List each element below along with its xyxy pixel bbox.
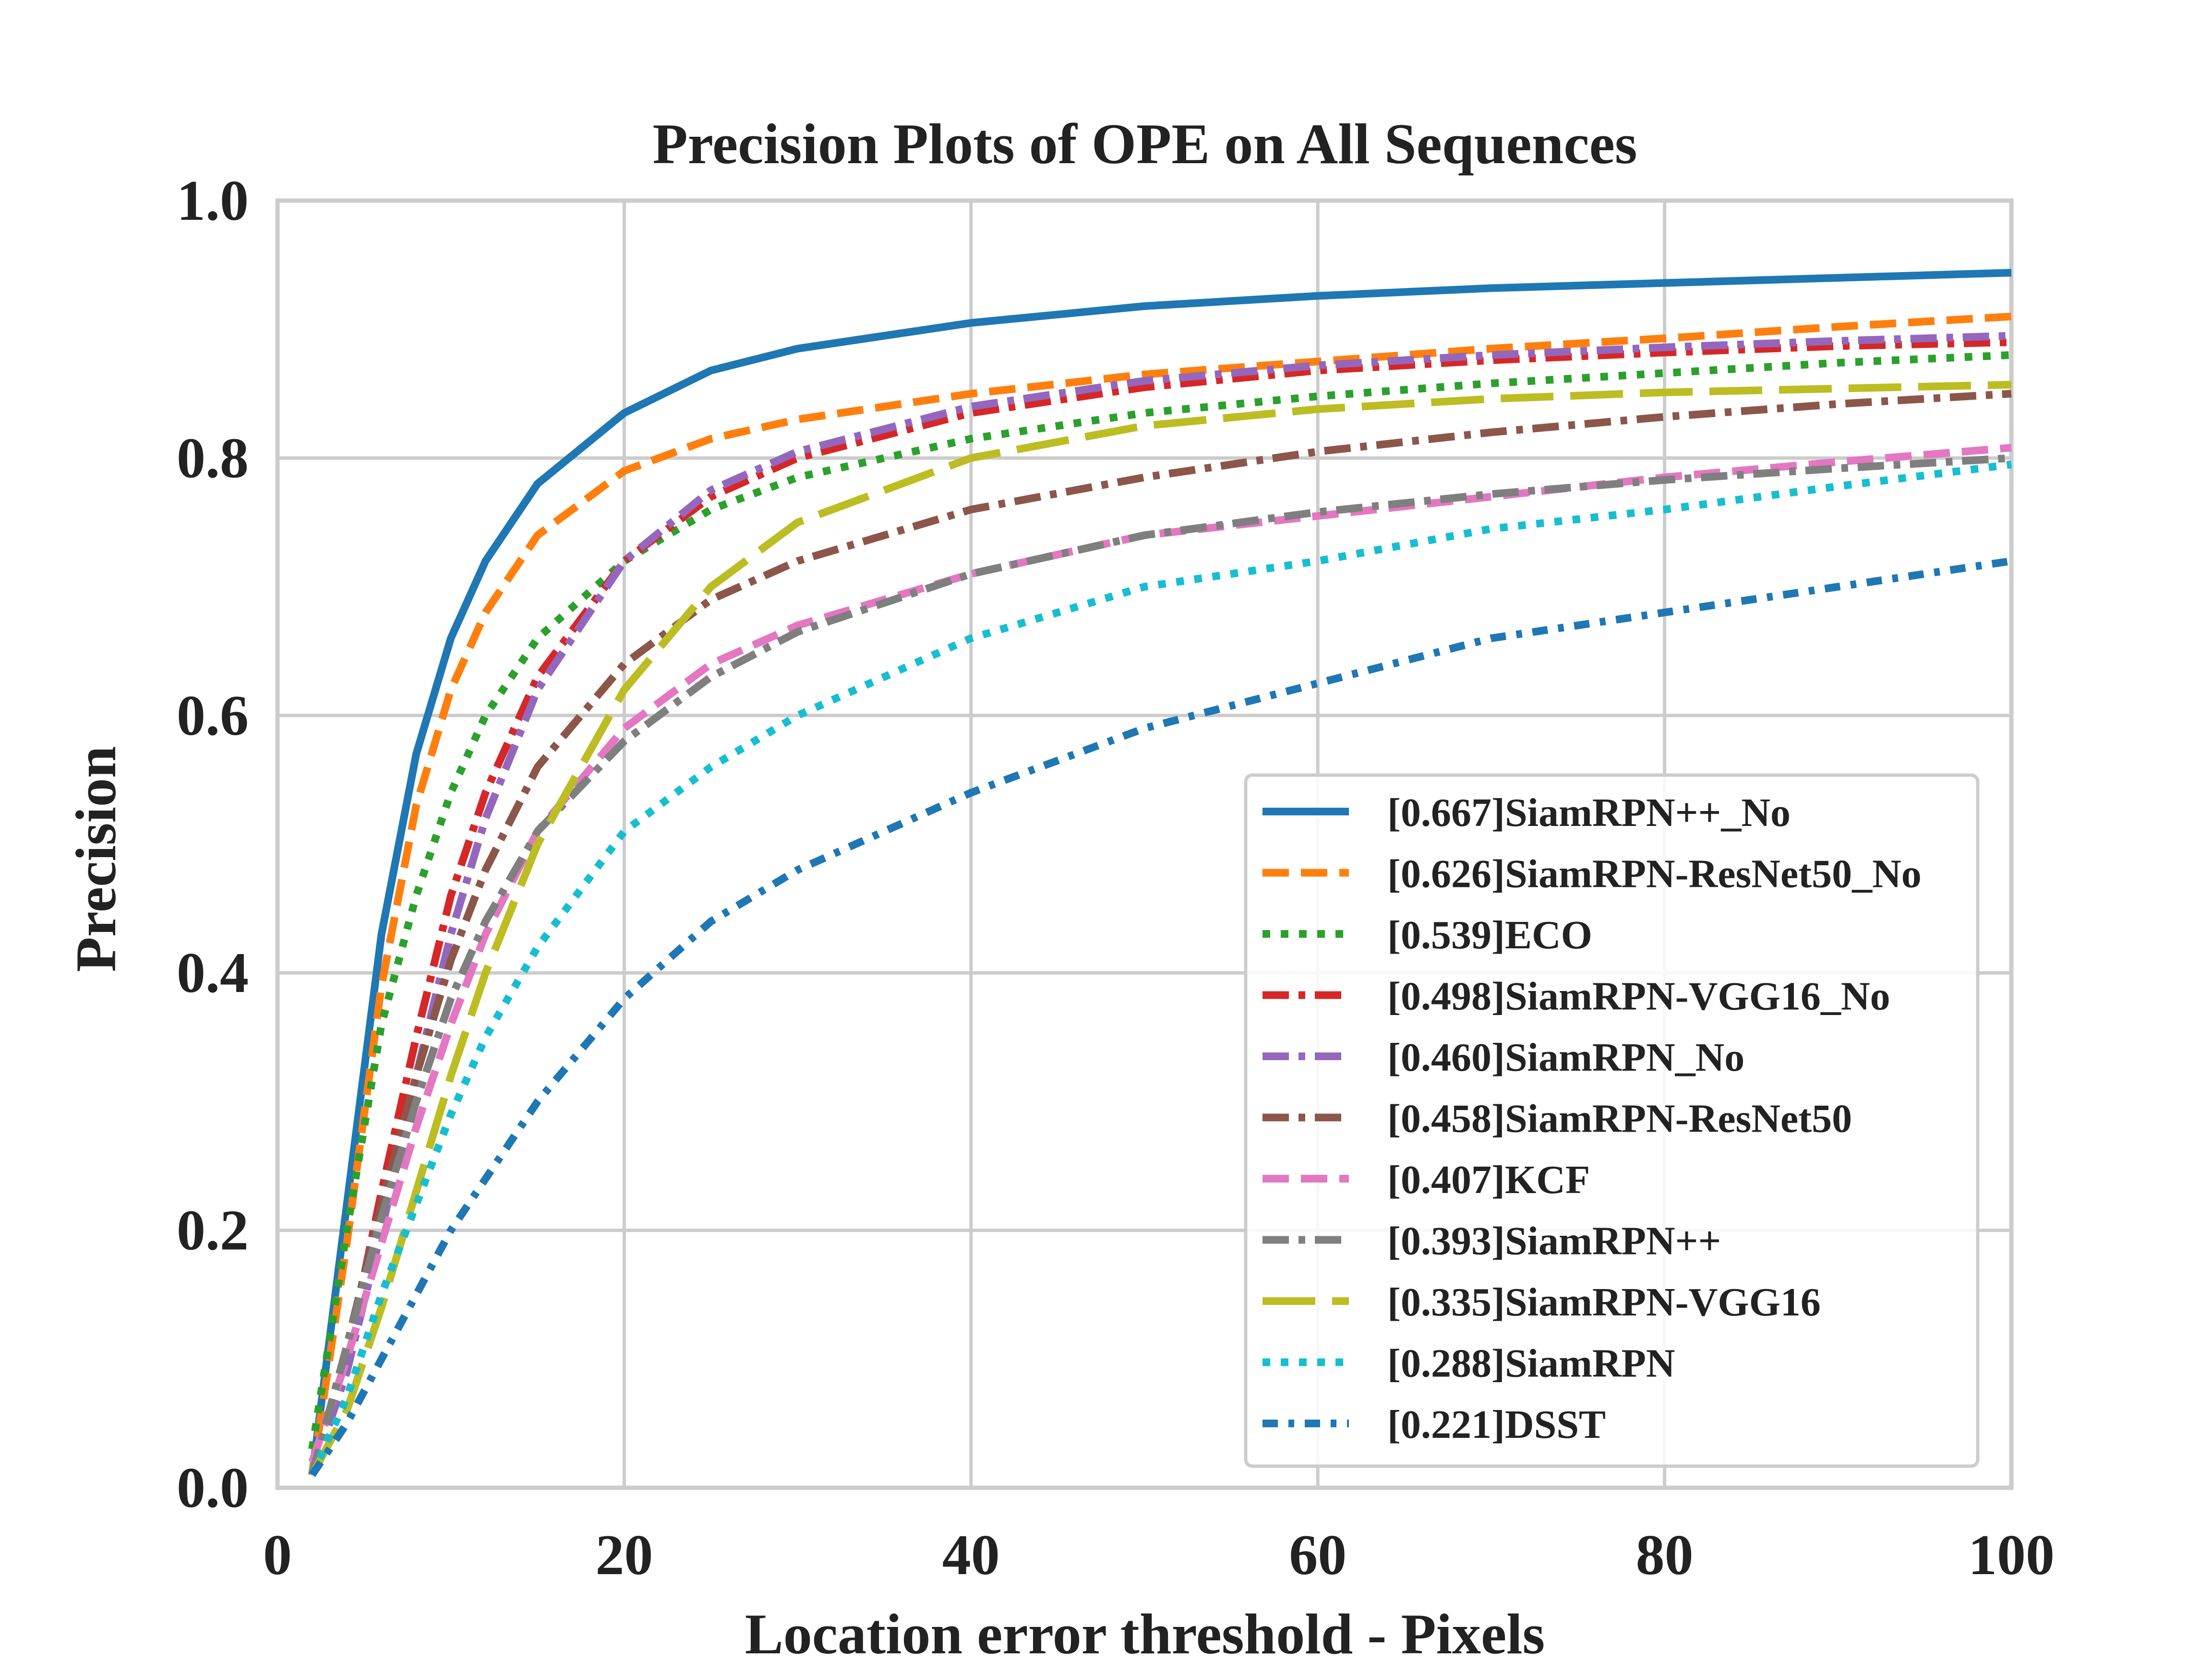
- y-tick-label: 0.0: [177, 1456, 249, 1519]
- series-line: [309, 557, 2012, 1477]
- y-tick-labels: 0.0 0.2 0.4 0.6 0.8 1.0: [177, 168, 249, 1519]
- legend-label: [0.458]SiamRPN-ResNet50: [1387, 1097, 1852, 1141]
- x-tick-label: 80: [1636, 1523, 1694, 1587]
- series-line: [308, 351, 2012, 1450]
- legend-label: [0.626]SiamRPN-ResNet50_No: [1387, 852, 1922, 896]
- legend-box: [1244, 773, 1980, 1468]
- x-tick-label: 60: [1289, 1523, 1346, 1587]
- legend-label: [0.667]SiamRPN++_No: [1387, 790, 1791, 835]
- legend-label: [0.288]SiamRPN: [1387, 1341, 1675, 1386]
- grid-lines: [276, 199, 2013, 1490]
- series-line: [309, 381, 2012, 1477]
- legend-label: [0.221]DSST: [1387, 1402, 1606, 1447]
- legend-label: [0.460]SiamRPN_No: [1387, 1035, 1744, 1080]
- plot-frame: [275, 198, 2014, 1490]
- x-tick-label: 0: [263, 1523, 292, 1587]
- y-tick-label: 0.6: [177, 683, 249, 747]
- series-line: [308, 269, 2012, 1476]
- series-lines: [308, 269, 2012, 1477]
- series-line: [308, 460, 2012, 1477]
- legend-label: [0.539]ECO: [1387, 913, 1592, 957]
- x-tick-label: 40: [942, 1523, 1000, 1587]
- legend-label: [0.335]SiamRPN-VGG16: [1387, 1280, 1821, 1325]
- y-tick-label: 0.4: [177, 941, 249, 1004]
- series-line: [308, 312, 2012, 1476]
- x-axis-label: Location error threshold - Pixels: [745, 1602, 1545, 1659]
- series-line: [308, 338, 2012, 1476]
- y-tick-label: 0.2: [177, 1198, 249, 1262]
- series-line: [308, 390, 2012, 1476]
- x-tick-labels: 0 20 40 60 80 100: [263, 1523, 2055, 1587]
- x-tick-label: 100: [1968, 1523, 2055, 1587]
- chart-title: Precision Plots of OPE on All Sequences: [652, 112, 1637, 176]
- series-line: [308, 332, 2012, 1476]
- legend-label: [0.498]SiamRPN-VGG16_No: [1387, 974, 1890, 1019]
- legend-label: [0.393]SiamRPN++: [1387, 1219, 1721, 1264]
- legend-label: [0.407]KCF: [1387, 1158, 1590, 1202]
- y-tick-label: 0.8: [177, 426, 249, 490]
- y-tick-label: 1.0: [177, 168, 249, 232]
- x-tick-label: 20: [595, 1523, 653, 1587]
- y-axis-label: Precision: [64, 746, 128, 972]
- legend: [0.667]SiamRPN++_No [0.626]SiamRPN-ResNet…: [1244, 773, 1980, 1468]
- series-line: [308, 454, 2012, 1476]
